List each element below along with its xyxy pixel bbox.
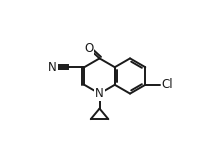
Text: N: N	[48, 61, 57, 74]
Text: O: O	[84, 42, 94, 55]
Text: N: N	[95, 87, 104, 100]
Text: Cl: Cl	[162, 78, 173, 91]
